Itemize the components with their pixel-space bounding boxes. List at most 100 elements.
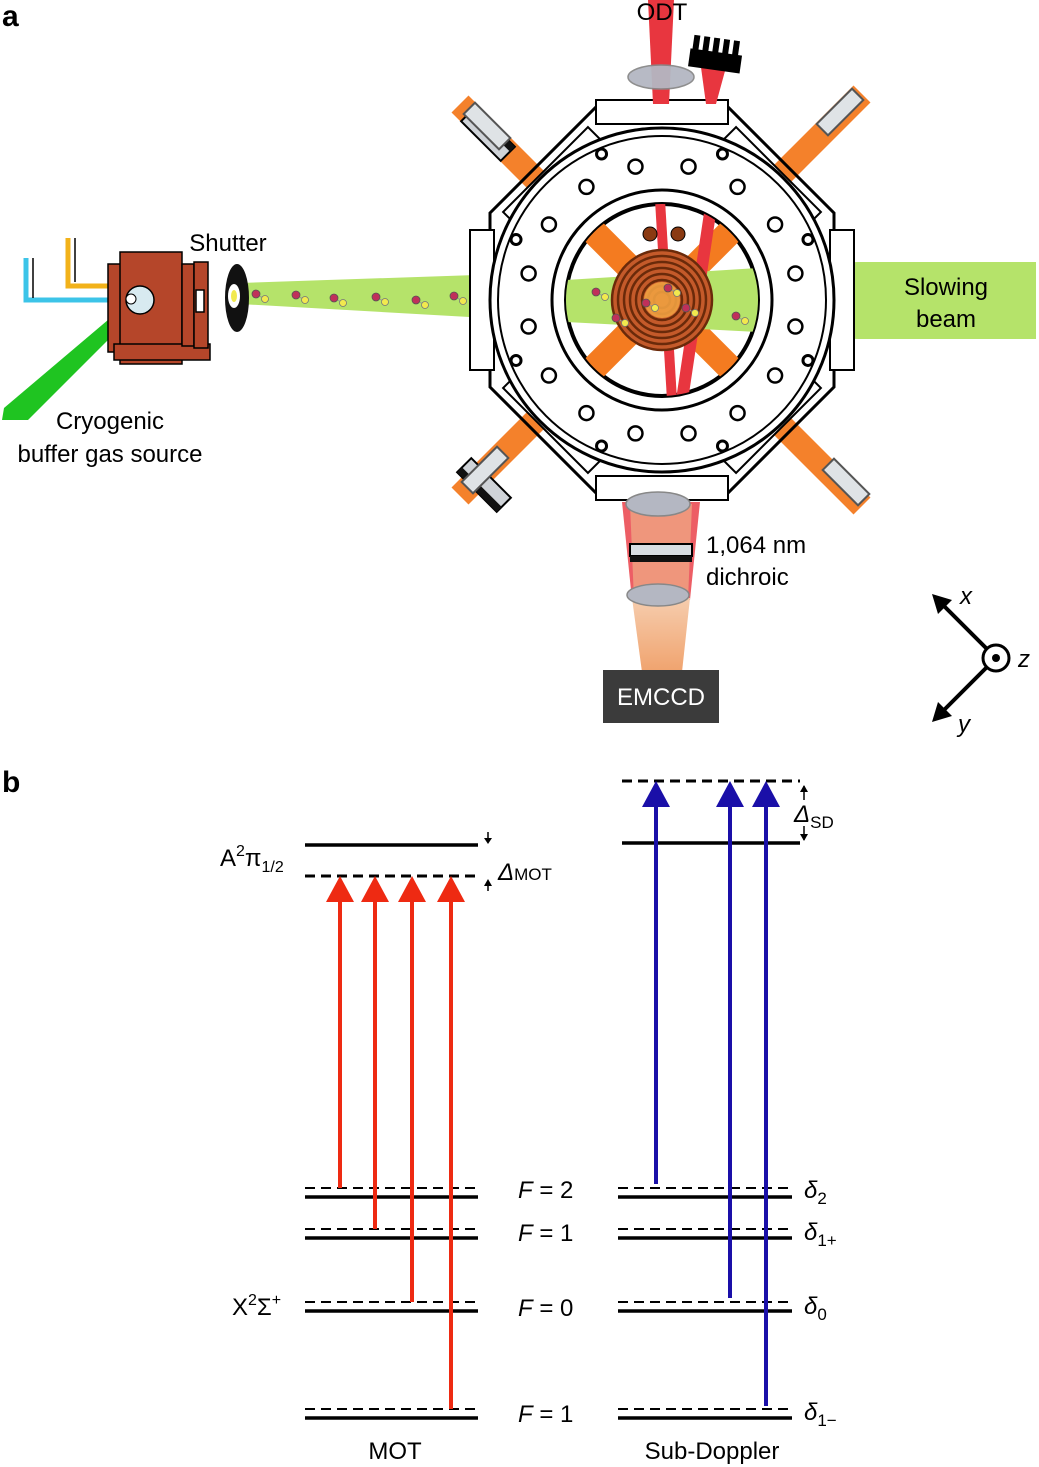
sd-arrows: [642, 781, 780, 1406]
waveplate-bottom-right: [821, 457, 871, 507]
molecule-atom-light: [301, 296, 309, 304]
molecule-atom-light: [459, 297, 467, 305]
mot-arrow-f0-head: [398, 876, 426, 902]
coil-turn: [616, 254, 708, 346]
bolt-hole: [729, 404, 746, 422]
panel-b-letter: b: [2, 766, 20, 799]
delta-label-1: δ1+: [804, 1219, 837, 1250]
molecule-atom-heavy: [291, 290, 301, 300]
sd-arrow-f0: [716, 781, 744, 1298]
delta-level-labels: δ2 δ1+ δ0 δ1−: [804, 1177, 837, 1430]
coil-lead-right: [670, 226, 686, 242]
axis-z-label: z: [1017, 646, 1030, 673]
dichroic-label-line1: 1,064 nm: [706, 532, 806, 559]
bolt-small: [801, 233, 815, 247]
axis-y-label: y: [956, 711, 972, 738]
bolt-small: [715, 147, 729, 161]
molecule-atom-light: [741, 317, 749, 325]
molecule: [611, 313, 629, 327]
bolt-small: [715, 439, 729, 453]
axis-x-label: x: [959, 583, 973, 610]
sd-arrow-f2: [642, 781, 670, 1184]
molecule-atom-heavy: [329, 293, 339, 303]
bolt-hole: [680, 425, 697, 442]
slowing-beam-label-line1: Slowing: [904, 274, 988, 301]
bolt-small: [509, 353, 523, 367]
f-label-0: F = 2: [518, 1177, 573, 1204]
molecule-atom-light: [381, 298, 389, 306]
mot-arrows: [326, 876, 465, 1409]
coil-turn: [640, 278, 684, 322]
imaging-path: [603, 491, 719, 723]
bolt-hole: [680, 158, 697, 175]
molecule-atom-heavy: [731, 311, 741, 321]
coil-turn: [628, 266, 696, 334]
bolt-hole: [787, 318, 804, 335]
bolt-hole: [766, 216, 784, 233]
delta-label-2: δ0: [804, 1293, 827, 1324]
coil-turn: [622, 260, 702, 340]
bolt-hole: [540, 216, 558, 233]
mot-arrow-f0: [398, 876, 426, 1302]
bolt-hole: [766, 367, 784, 384]
bolt-hole: [729, 178, 746, 196]
molecule-atom-heavy: [251, 289, 261, 299]
coil-turn: [610, 248, 714, 352]
source-label-line1: Cryogenic: [56, 408, 164, 435]
molecule: [371, 292, 389, 306]
molecule-atom-light: [691, 309, 699, 317]
bolt-holes: [509, 147, 815, 453]
bolt-hole: [520, 265, 537, 282]
mot-arrow-f1-minus-head: [437, 876, 465, 902]
excited-state-label: A2π1/2: [220, 843, 284, 876]
coil: [610, 248, 714, 352]
molecule-atom-heavy: [681, 303, 691, 313]
molecule: [681, 303, 699, 317]
molecule-atom-heavy: [663, 283, 673, 293]
f-label-1: F = 1: [518, 1220, 573, 1247]
bolt-small: [509, 233, 523, 247]
molecule-atom-heavy: [371, 292, 381, 302]
molecule: [641, 298, 659, 312]
waveplate-top-right: [815, 87, 865, 137]
sd-arrow-f2-head: [642, 781, 670, 807]
emccd-camera: [603, 670, 719, 723]
delta-mot-label: ΔMOT: [497, 859, 552, 886]
bolt-small: [801, 353, 815, 367]
mot-cloud: [644, 282, 680, 318]
ground-state-label: X2Σ+: [232, 1292, 281, 1321]
odt-lens-top: [627, 64, 695, 90]
shutter: [225, 264, 249, 332]
molecule-atom-heavy: [449, 291, 459, 301]
molecule: [663, 283, 681, 297]
cryogenic-source: [2, 238, 211, 420]
molecule: [411, 295, 429, 309]
bolt-hole: [787, 265, 804, 282]
imaging-lens-2: [626, 583, 690, 607]
coordinate-axes: [932, 594, 1011, 722]
molecule: [591, 287, 609, 301]
slowing-beam-label-line2: beam: [916, 306, 976, 333]
source-fill-cone: [2, 303, 136, 420]
mot-arrow-f2: [326, 876, 354, 1188]
sd-excited-levels: [622, 779, 808, 845]
waveplate-top-left: [462, 101, 512, 151]
bolt-small: [595, 147, 609, 161]
emccd-label: EMCCD: [617, 684, 705, 711]
mot-arrow-f1-head: [361, 876, 389, 902]
mot-excited-levels: [305, 832, 492, 891]
f-level-labels: F = 2 F = 1 F = 0 F = 1: [518, 1177, 573, 1428]
panel-a-letter: a: [2, 0, 19, 33]
molecule: [731, 311, 749, 325]
bolt-hole: [520, 318, 537, 335]
sd-arrow-f1-minus-head: [752, 781, 780, 807]
sd-arrow-f1-minus: [752, 781, 780, 1406]
coil-lead-left: [642, 226, 658, 242]
bolt-hole: [627, 158, 644, 175]
molecule-atom-heavy: [411, 295, 421, 305]
molecule-atom-light: [651, 304, 659, 312]
waveplate-bottom-left: [460, 445, 510, 495]
bolt-hole: [540, 367, 558, 384]
molecule: [329, 293, 347, 307]
delta-sd-label: ΔSD: [793, 801, 834, 832]
